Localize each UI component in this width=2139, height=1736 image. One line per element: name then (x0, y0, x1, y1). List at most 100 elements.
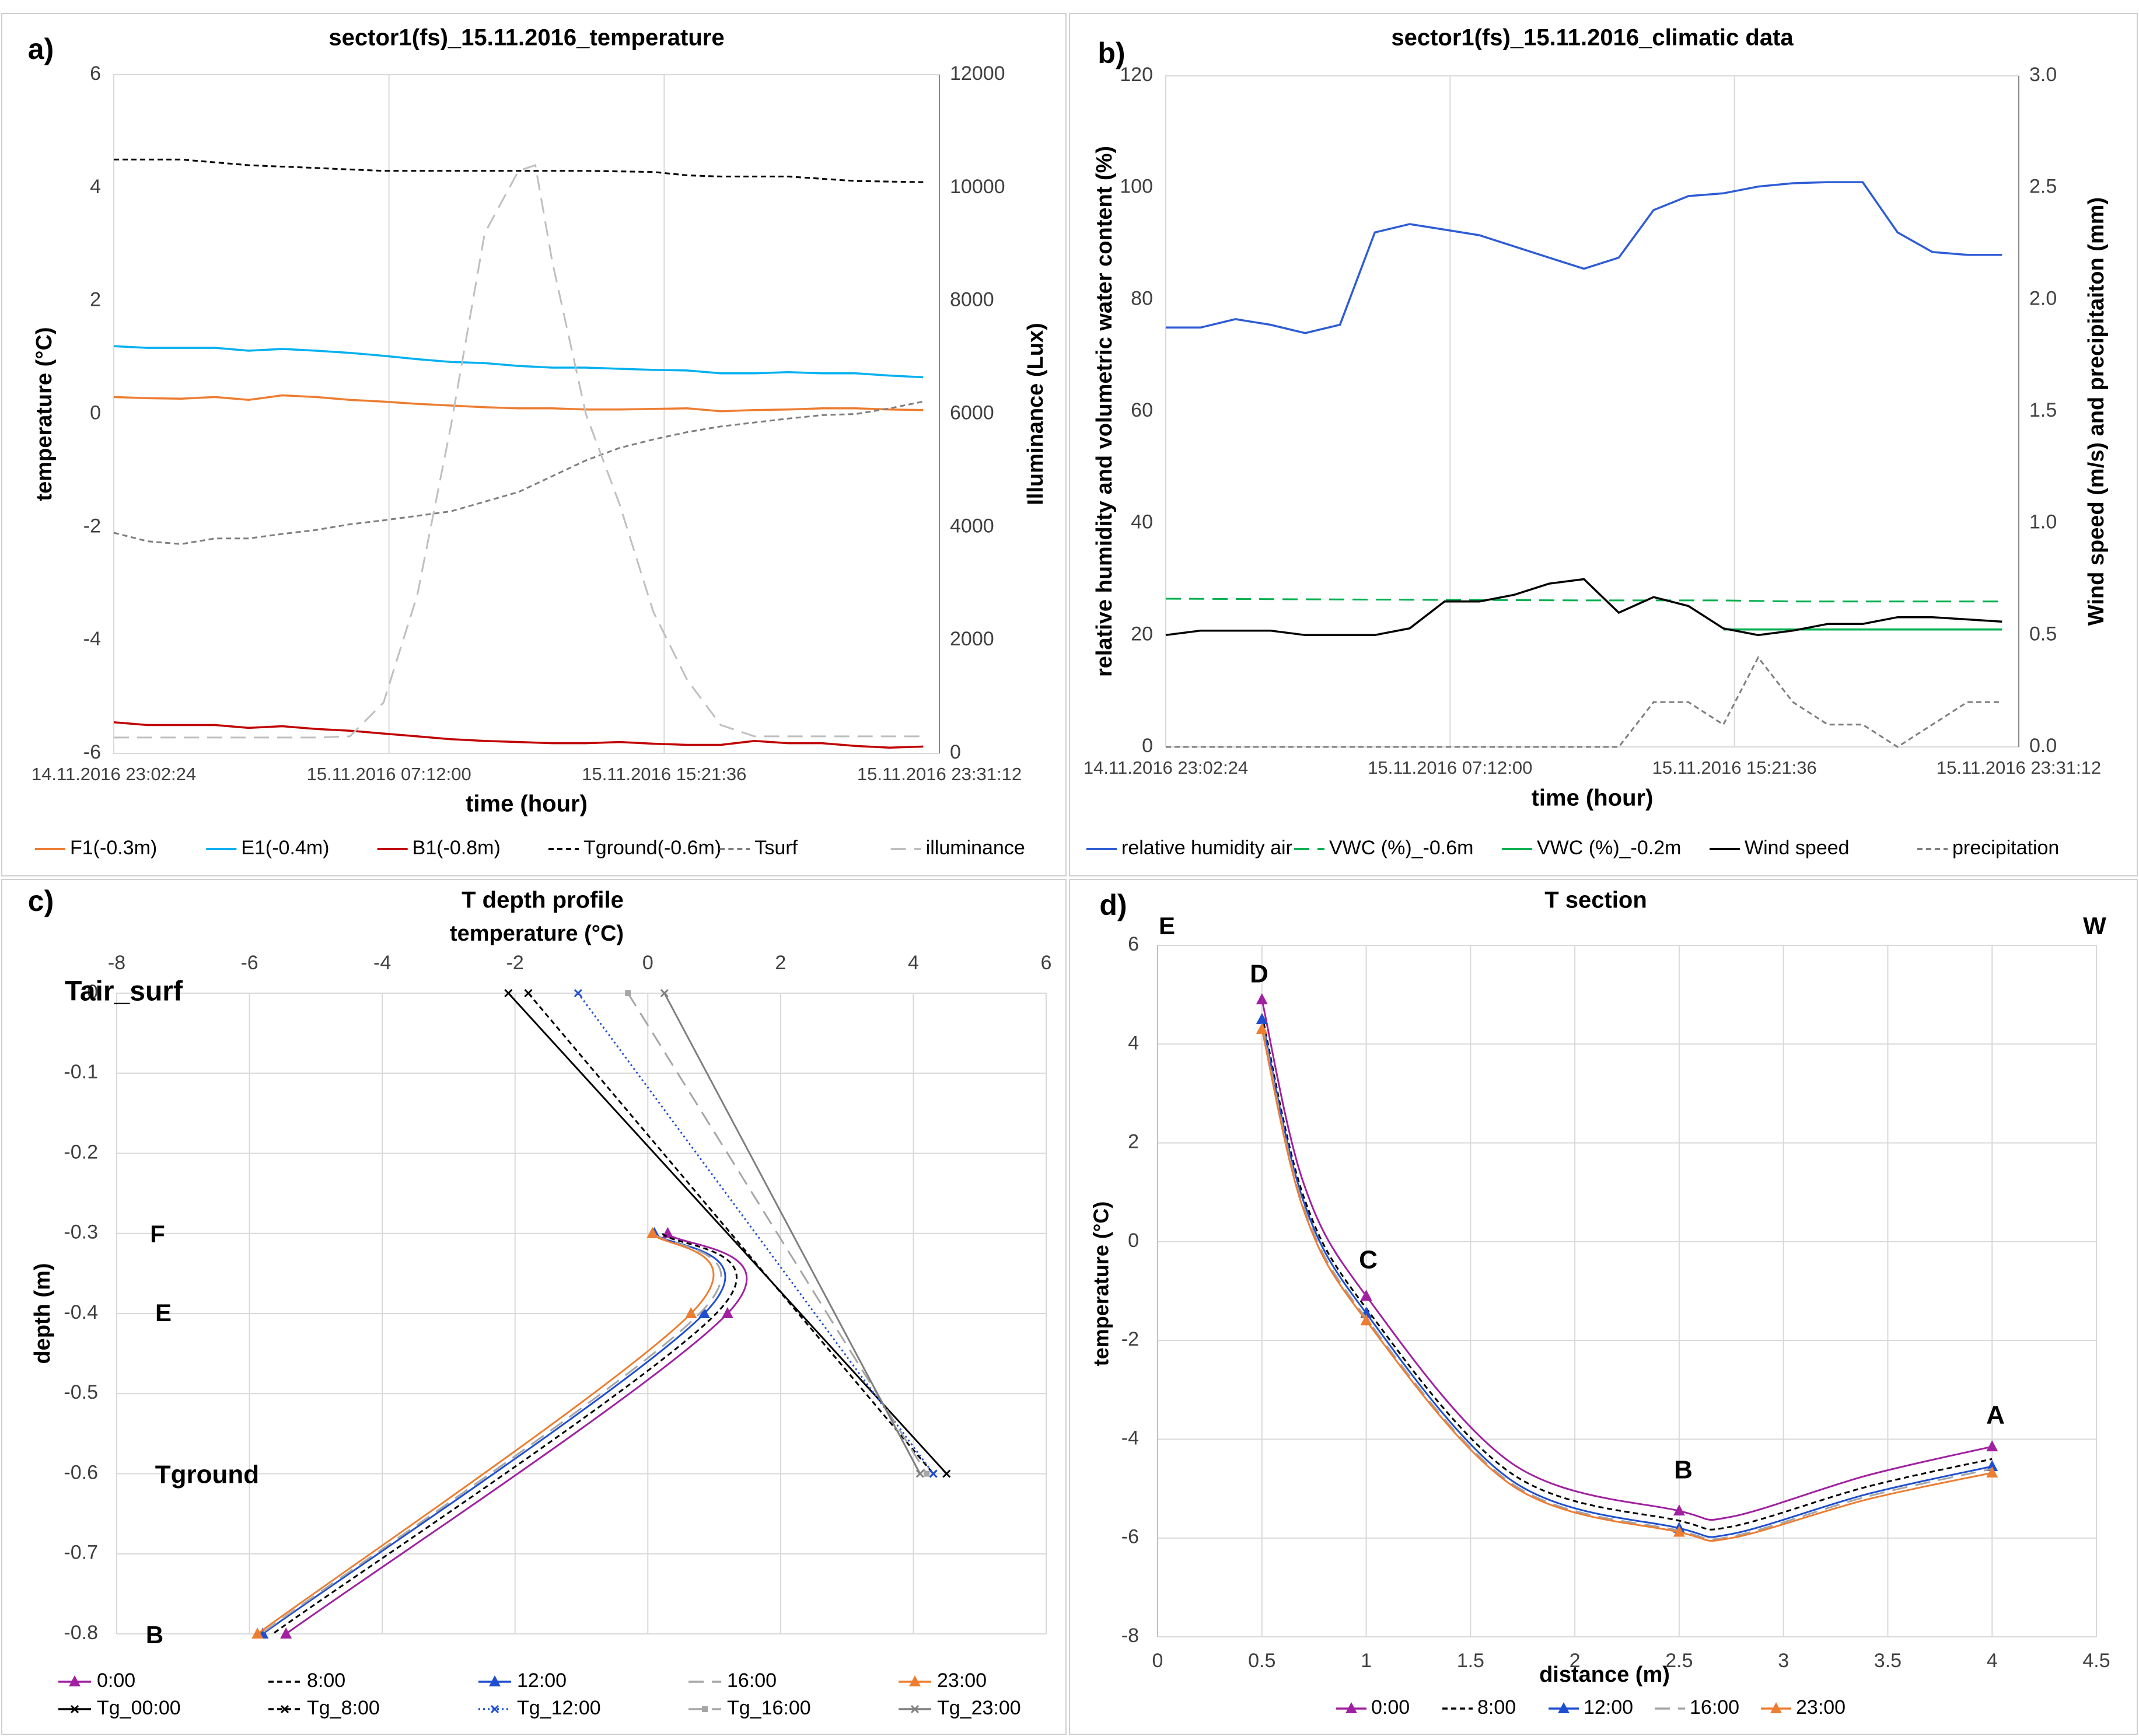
x-tick-label: 15.11.2016 07:12:00 (1368, 757, 1532, 778)
series-line-9 (663, 993, 921, 1475)
x-tick-label: -8 (108, 952, 125, 974)
legend-label: Tg_12:00 (517, 1697, 601, 1719)
y-tick-label: 2 (90, 289, 101, 311)
series-marker (280, 1627, 292, 1639)
series-marker (1986, 1440, 1998, 1452)
y-tick-label: 80 (1131, 287, 1153, 309)
corner-label: E (1159, 912, 1175, 939)
series-line-4 (1261, 1029, 1993, 1542)
y-tick-label: 4 (90, 176, 101, 198)
x-tick-label: 4 (1987, 1650, 1998, 1672)
legend-marker (910, 1704, 920, 1714)
x-tick-label: 0.5 (1248, 1650, 1275, 1672)
x-tick-label: 15.11.2016 15:21:36 (1652, 757, 1817, 778)
plot-area (1165, 75, 2019, 748)
legend-label: Tg_8:00 (307, 1697, 380, 1719)
x-axis-label: temperature (°C) (450, 921, 624, 946)
y2-tick-label: 0.5 (2029, 623, 2057, 645)
y-tick-label: 0 (90, 401, 101, 424)
x-tick-label: 0 (1152, 1650, 1163, 1672)
x-tick-label: 0 (642, 952, 653, 974)
series-marker (721, 1307, 733, 1318)
legend-label: VWC (%)_-0.6m (1329, 837, 1473, 859)
legend-label: Tg_23:00 (937, 1697, 1021, 1719)
legend-label: precipitation (1952, 837, 2059, 859)
panel-c-frame (1, 879, 1067, 1735)
y-tick-label: -2 (83, 515, 101, 537)
legend-label: 12:00 (1584, 1696, 1633, 1718)
panel-letter: c) (28, 885, 54, 917)
series-line-2 (113, 721, 924, 749)
y2-tick-label: 2.5 (2029, 176, 2057, 198)
series-line-0 (113, 394, 924, 413)
point-label: F (150, 1220, 165, 1248)
y-tick-label: 0 (87, 981, 98, 1003)
legend-label: Tg_16:00 (727, 1697, 811, 1719)
series-marker (251, 1627, 264, 1639)
y-tick-label: 20 (1131, 623, 1153, 645)
x-tick-label: 15.11.2016 23:31:12 (857, 764, 1022, 784)
series-line-0 (1166, 181, 2002, 334)
x-tick-label: 1.5 (1457, 1650, 1484, 1672)
y-axis-label: temperature (°C) (1089, 1201, 1113, 1366)
y-tick-label: 6 (90, 62, 101, 85)
x-tick-label: 3 (1778, 1650, 1789, 1672)
panel-a: sector1(fs)_15.11.2016_temperaturea)6420… (28, 25, 1048, 859)
y2-tick-label: 2.0 (2029, 287, 2057, 309)
y-tick-label: 0 (1142, 735, 1153, 757)
legend-label: E1(-0.4m) (241, 837, 329, 859)
y-tick-label: 4 (1128, 1032, 1139, 1054)
series-marker (1673, 1525, 1685, 1537)
y2-tick-label: 6000 (950, 401, 994, 424)
panel-b: sector1(fs)_15.11.2016_climatic data b)12… (1084, 25, 2109, 859)
series-line-0 (285, 1232, 748, 1635)
x-tick-label: 15.11.2016 23:31:12 (1937, 757, 2101, 778)
panel-c: T depth profile temperature (°C) c) -8 -6 -4 -… (28, 885, 1052, 1719)
y-tick-label: 6 (1128, 933, 1139, 955)
series-marker (1360, 1314, 1372, 1326)
x-tick-label: 4.5 (2082, 1650, 2110, 1672)
y2-tick-label: 12000 (950, 62, 1005, 85)
series-line-4 (257, 1232, 715, 1635)
y2-axis-label: Wind speed (m/s) and precipitaiton (mm) (2084, 197, 2109, 626)
y2-tick-label: 2000 (950, 628, 994, 650)
series-marker (1673, 1504, 1685, 1516)
y-axis-label: depth (m) (30, 1263, 55, 1364)
x-axis-label: time (hour) (466, 791, 588, 817)
y2-tick-label: 0 (950, 741, 961, 763)
legend-label: VWC (%)_-0.2m (1537, 837, 1681, 859)
y-tick-label: 100 (1120, 176, 1153, 198)
x-axis-label: time (hour) (1532, 785, 1654, 811)
legend-label: 12:00 (517, 1669, 567, 1692)
series-line-3 (1165, 578, 2002, 637)
legend-label: 23:00 (937, 1669, 987, 1692)
x-axis-label: distance (m) (1539, 1662, 1670, 1687)
x-tick-label: 14.11.2016 23:02:24 (32, 764, 196, 784)
series-marker (1986, 1459, 1998, 1471)
corner-label: W (2083, 912, 2106, 939)
panel-b-frame (1069, 13, 2138, 876)
legend-label: 8:00 (307, 1669, 345, 1692)
y-axis-label: relative humidity and volumetric water c… (1092, 146, 1117, 677)
legend-label: Tg_00:00 (97, 1697, 181, 1719)
y-tick-label: -0.8 (64, 1622, 98, 1644)
legend-label: illuminance (926, 837, 1025, 859)
y2-tick-label: 0.0 (2029, 735, 2057, 757)
x-tick-label: 2.5 (1665, 1650, 1693, 1672)
series-line-1 (272, 1232, 738, 1635)
series-marker (1256, 1022, 1268, 1034)
y2-tick-label: 3.0 (2029, 64, 2057, 86)
series-marker (660, 988, 669, 998)
legend-label: Tground(-0.6m) (583, 837, 721, 859)
series-line-1 (113, 345, 924, 379)
y-tick-label: 60 (1131, 399, 1153, 421)
point-label: Tair_surf (65, 976, 183, 1007)
point-label: D (1250, 960, 1268, 988)
series-line-2 (262, 1232, 726, 1635)
series-line-1 (1261, 1014, 1993, 1531)
legend-label: F1(-0.3m) (70, 837, 157, 859)
series-marker (504, 988, 513, 998)
legend-marker (1345, 1702, 1357, 1713)
y2-tick-label: 10000 (950, 176, 1005, 198)
legend-marker (1558, 1702, 1570, 1713)
